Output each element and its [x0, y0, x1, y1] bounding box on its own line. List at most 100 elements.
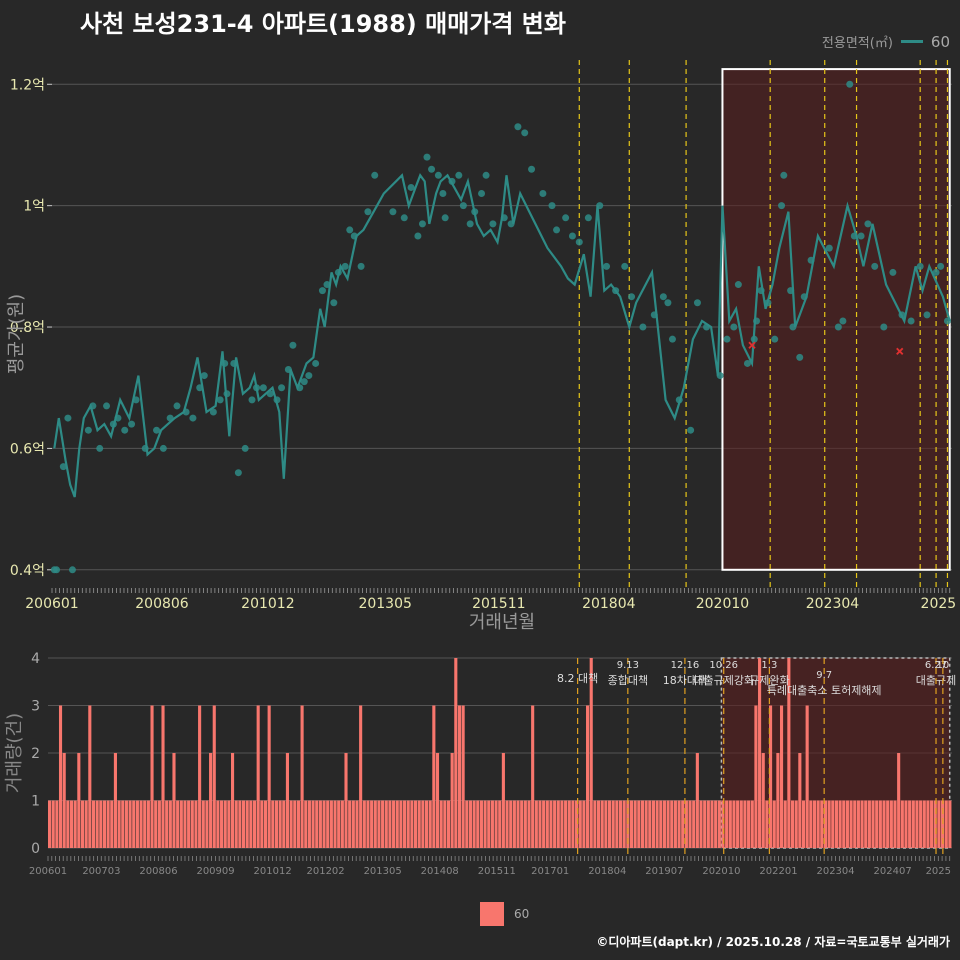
- x-tick-label: 201804: [582, 596, 636, 612]
- volume-bar: [750, 800, 754, 848]
- volume-bar: [395, 800, 399, 848]
- scatter-point: [734, 281, 742, 289]
- volume-bar: [311, 800, 315, 848]
- volume-bar: [315, 800, 319, 848]
- volume-bar: [651, 800, 655, 848]
- scatter-point: [64, 414, 72, 422]
- volume-bar: [435, 753, 440, 848]
- volume-bar: [150, 705, 154, 848]
- volume-bar: [106, 800, 110, 848]
- scatter-point: [278, 384, 286, 392]
- bar-x-tick-label: 2025: [926, 866, 951, 877]
- volume-bar: [490, 800, 494, 848]
- scatter-point: [96, 444, 104, 452]
- policy-label-date: 9.13: [617, 660, 639, 671]
- volume-bar: [926, 800, 930, 848]
- volume-bar: [351, 800, 355, 848]
- volume-bar: [245, 800, 249, 848]
- scatter-point: [189, 414, 197, 422]
- legend-top: 전용면적(㎡) 60: [822, 32, 950, 52]
- volume-bar: [168, 800, 172, 848]
- x-axis-title: 거래년월: [469, 612, 535, 633]
- scatter-point: [539, 190, 547, 198]
- volume-bar: [399, 800, 403, 848]
- scatter-point: [639, 323, 647, 331]
- scatter-point: [489, 220, 497, 228]
- scatter-point: [414, 232, 422, 240]
- volume-bar: [593, 800, 597, 848]
- volume-bar: [681, 800, 685, 848]
- volume-bar: [238, 800, 242, 848]
- bar-x-tick-label: 200806: [139, 866, 177, 877]
- volume-bar: [421, 800, 425, 848]
- scatter-point: [548, 202, 556, 210]
- volume-bar: [787, 658, 791, 848]
- scatter-point: [834, 323, 842, 331]
- scatter-point: [318, 287, 326, 295]
- scatter-point: [330, 299, 338, 307]
- volume-bar: [714, 800, 718, 848]
- volume-bar: [790, 800, 795, 848]
- scatter-point: [723, 335, 731, 343]
- volume-bar: [666, 800, 670, 848]
- volume-bar: [516, 800, 520, 848]
- legend-top-label: 60: [930, 32, 950, 51]
- volume-bar: [263, 800, 268, 848]
- scatter-point: [668, 335, 676, 343]
- volume-bar: [578, 800, 582, 848]
- scatter-point: [846, 80, 854, 88]
- footer-credit: ©디아파트(dapt.kr) / 2025.10.28 / 자료=국토교통부 실…: [596, 935, 950, 949]
- volume-bar: [135, 800, 139, 848]
- scatter-point: [173, 402, 181, 410]
- bar-x-tick-label: 202010: [702, 866, 740, 877]
- scatter-point: [864, 220, 872, 228]
- policy-label-name: 특례대출축소 토허제해제: [767, 683, 882, 697]
- volume-bar: [413, 800, 418, 848]
- volume-bar: [922, 800, 926, 848]
- volume-bar: [673, 800, 677, 848]
- volume-bar: [198, 705, 202, 848]
- volume-bar: [860, 800, 864, 848]
- volume-bar: [644, 800, 648, 848]
- volume-bar: [446, 800, 451, 848]
- x-tick-label: 2025: [921, 596, 957, 612]
- bar-x-tick-label: 200601: [29, 866, 67, 877]
- volume-bar: [307, 800, 311, 848]
- volume-bar: [249, 800, 253, 848]
- scatter-point: [300, 378, 308, 386]
- volume-bar: [600, 800, 604, 848]
- volume-bar: [659, 800, 663, 848]
- volume-bar: [267, 705, 271, 848]
- volume-bar: [293, 800, 297, 848]
- scatter-point: [234, 469, 242, 477]
- scatter-point: [916, 262, 924, 270]
- scatter-point: [200, 372, 208, 380]
- volume-bar: [333, 800, 337, 848]
- volume-bar: [348, 800, 352, 848]
- volume-bar: [897, 753, 901, 848]
- policy-label-date: 10.26: [709, 660, 738, 671]
- volume-bar: [48, 800, 52, 848]
- volume-bar: [373, 800, 377, 848]
- volume-bar: [190, 800, 194, 848]
- bar-y-tick-label: 2: [31, 746, 40, 762]
- volume-bar: [794, 800, 798, 848]
- scatter-point: [389, 208, 397, 216]
- volume-bar: [340, 800, 344, 848]
- volume-bar: [911, 800, 915, 848]
- scatter-point: [84, 426, 92, 434]
- volume-bar: [143, 800, 147, 848]
- volume-bar: [234, 800, 238, 848]
- volume-bar: [512, 800, 516, 848]
- volume-bar: [882, 800, 886, 848]
- volume-bar: [132, 800, 136, 848]
- volume-bar: [139, 800, 143, 848]
- y-tick-label: 1억: [23, 199, 45, 215]
- scatter-point: [68, 566, 76, 574]
- scatter-point: [441, 214, 449, 222]
- volume-bar: [915, 800, 919, 848]
- scatter-point: [780, 171, 788, 179]
- volume-bar: [417, 800, 421, 848]
- scatter-point: [289, 341, 297, 349]
- y-tick-label: 0.8억: [10, 320, 45, 336]
